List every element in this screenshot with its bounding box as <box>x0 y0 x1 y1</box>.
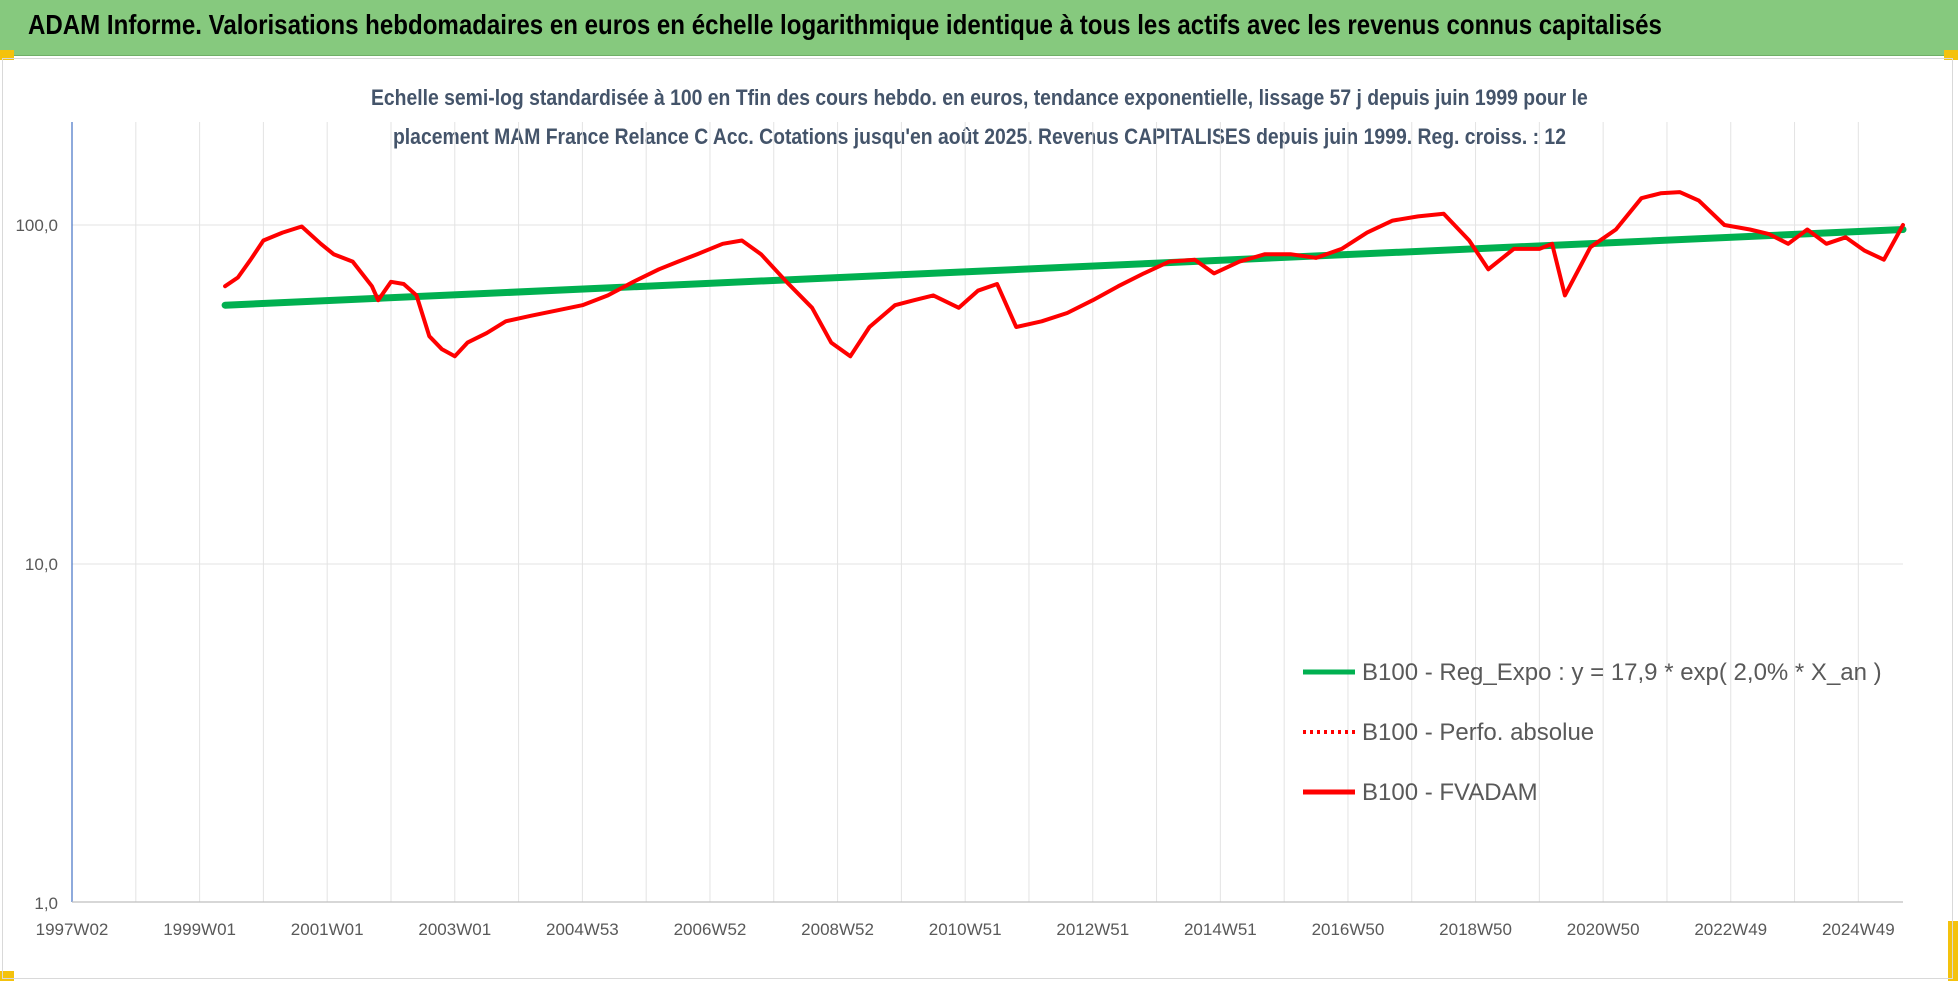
x-tick-label: 2018W50 <box>1439 920 1512 939</box>
x-tick-label: 2006W52 <box>674 920 747 939</box>
chart-frame <box>2 58 1953 979</box>
chart-title-line-2: placement MAM France Relance C Acc. Cota… <box>392 124 1566 149</box>
x-tick-label: 2001W01 <box>291 920 364 939</box>
x-tick-label: 2003W01 <box>418 920 491 939</box>
chart-title-line-1: Echelle semi-log standardisée à 100 en T… <box>370 85 1588 110</box>
x-tick-label: 2020W50 <box>1567 920 1640 939</box>
legend-label: B100 - FVADAM <box>1362 779 1538 806</box>
x-tick-label: 2022W49 <box>1694 920 1767 939</box>
x-tick-label: 2010W51 <box>929 920 1002 939</box>
legend-label: B100 - Perfo. absolue <box>1362 719 1594 746</box>
series-line-reg-expo <box>221 226 1907 309</box>
banner-title: ADAM Informe. Valorisations hebdomadaire… <box>28 9 1662 40</box>
corner-marker-top-left <box>0 50 14 60</box>
x-tick-label: 1999W01 <box>163 920 236 939</box>
x-tick-label: 2004W53 <box>546 920 619 939</box>
series-line-fvadam <box>223 190 1905 359</box>
title-banner: ADAM Informe. Valorisations hebdomadaire… <box>0 0 1958 56</box>
x-tick-label: 2012W51 <box>1056 920 1129 939</box>
y-tick-label: 1,0 <box>34 894 58 913</box>
y-tick-label: 10,0 <box>25 555 58 574</box>
corner-marker-top-right <box>1944 50 1958 60</box>
x-tick-label: 2014W51 <box>1184 920 1257 939</box>
x-tick-label: 1997W02 <box>36 920 109 939</box>
legend-label: B100 - Reg_Expo : y = 17,9 * exp( 2,0% *… <box>1362 659 1882 686</box>
y-tick-label: 100,0 <box>15 216 58 235</box>
x-tick-label: 2016W50 <box>1312 920 1385 939</box>
corner-marker-bottom-right <box>1948 921 1958 981</box>
x-tick-label: 2024W49 <box>1822 920 1895 939</box>
x-tick-label: 2008W52 <box>801 920 874 939</box>
corner-marker-bottom-left <box>0 971 14 981</box>
